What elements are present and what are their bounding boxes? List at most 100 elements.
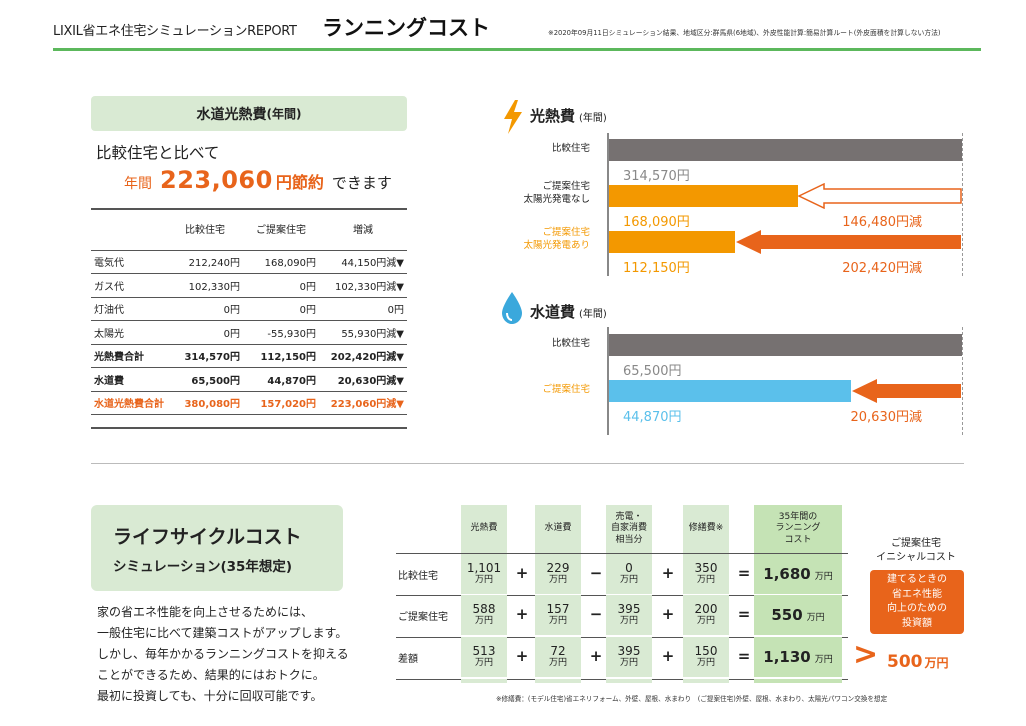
initial-cost-unit: 万円: [924, 656, 949, 670]
lcc-cell: 72 万円: [535, 637, 581, 677]
bar-label: ご提案住宅 太陽光発電あり: [523, 227, 590, 251]
saving-suffix: できます: [331, 174, 392, 192]
row-compare-value: 380,080円: [167, 391, 243, 415]
row-label: 水道費: [91, 367, 167, 392]
lcc-cell-unit: 万円: [619, 657, 638, 668]
simulation-note: ※2020年09月11日シミュレーション結果、地域区分:群馬県(6地域)、外皮性…: [548, 29, 941, 37]
table-header-row: 比較住宅 ご提案住宅 増減: [91, 208, 407, 251]
chart-axis: [607, 327, 609, 435]
section-divider: [91, 463, 964, 464]
table-bottom-border: [91, 427, 407, 429]
lcc-column-foot: [535, 679, 581, 683]
lcc-total-value: 1,680: [763, 565, 811, 583]
row-proposal-value: 44,870円: [243, 367, 319, 392]
lcc-row-label: 差額: [398, 654, 418, 665]
lcc-cell-unit: 万円: [548, 657, 567, 668]
row-label: 太陽光: [91, 320, 167, 345]
table-header-diff: 増減: [319, 208, 407, 251]
saving-amount: 223,060: [160, 166, 273, 194]
row-compare-value: 0円: [167, 320, 243, 345]
row-compare-value: 65,500円: [167, 367, 243, 392]
row-label: 電気代: [91, 250, 167, 274]
lcc-cell-unit: 万円: [474, 615, 493, 626]
lcc-cell-value: 157: [546, 602, 570, 617]
lcc-cell-unit: 万円: [474, 574, 493, 585]
lcc-column-foot: [754, 679, 842, 683]
bar: [609, 185, 798, 207]
lcc-cell: 350 万円: [683, 554, 729, 594]
row-proposal-value: 112,150円: [243, 344, 319, 368]
lcc-total-cell: 1,130 万円: [754, 637, 842, 677]
lcc-operator: +: [661, 647, 675, 665]
row-proposal-value: 168,090円: [243, 250, 319, 274]
lcc-cell-unit: 万円: [696, 615, 715, 626]
bar-label: 比較住宅: [551, 338, 590, 349]
bar-value: 314,570円: [623, 169, 690, 184]
reduction-value: 202,420円減: [842, 261, 922, 276]
lcc-cell: 395 万円: [606, 595, 652, 635]
lcc-title: ライフサイクルコスト: [113, 525, 302, 548]
lcc-cell-unit: 万円: [548, 615, 567, 626]
lcc-row-divider: [396, 553, 848, 554]
lcc-total-unit: 万円: [806, 613, 825, 623]
bar-value: 44,870円: [623, 410, 682, 425]
reduction-arrow: [798, 183, 962, 209]
lcc-total-value: 1,130: [763, 648, 811, 666]
initial-cost-box: 建てるときの 省エネ性能 向上のための 投資額: [870, 570, 964, 634]
lcc-total-cell: 550 万円: [754, 595, 842, 635]
lcc-operator: +: [515, 564, 529, 582]
row-proposal-value: 157,020円: [243, 391, 319, 415]
bar-label: ご提案住宅 太陽光発電なし: [523, 181, 590, 205]
lcc-column-foot: [606, 679, 652, 683]
bar-label: 比較住宅: [551, 143, 590, 154]
lcc-operator: +: [515, 605, 529, 623]
row-compare-value: 314,570円: [167, 344, 243, 368]
lcc-cell: 229 万円: [535, 554, 581, 594]
row-proposal-value: 0円: [243, 273, 319, 298]
table-row: 水道費 65,500円 44,870円 20,630円減▼: [91, 367, 407, 392]
row-label: 水道光熱費合計: [91, 391, 167, 415]
row-diff-value: 223,060円減▼: [319, 391, 407, 415]
lcc-cell-value: 72: [550, 644, 566, 659]
utility-section-title: 水道光熱費 (年間): [91, 96, 407, 131]
energy-title-text: 光熱費: [530, 107, 576, 125]
lcc-column-header: 売電・ 自家消費 相当分: [606, 505, 652, 553]
row-diff-value: 44,150円減▼: [319, 250, 407, 274]
lcc-cell-unit: 万円: [619, 615, 638, 626]
lcc-column-header: 修繕費※: [683, 505, 729, 553]
table-row: 水道光熱費合計 380,080円 157,020円 223,060円減▼: [91, 391, 407, 415]
lcc-cell-unit: 万円: [696, 574, 715, 585]
lcc-operator: +: [515, 647, 529, 665]
water-title-sub: (年間): [579, 309, 607, 320]
initial-cost-value: 500 万円: [887, 652, 949, 672]
row-diff-value: 20,630円減▼: [319, 367, 407, 392]
lcc-footnote: ※修繕費：(モデル住宅)省エネリフォーム、外壁、屋根、水まわり (ご提案住宅)外…: [496, 695, 888, 703]
utility-cost-table: 比較住宅 ご提案住宅 増減 電気代 212,240円 168,090円 44,150円…: [91, 208, 407, 415]
lcc-cell: 150 万円: [683, 637, 729, 677]
description-line: 一般住宅に比べて建築コストがアップします。: [97, 626, 348, 640]
lcc-section-title: ライフサイクルコスト シミュレーション(35年想定): [91, 505, 343, 591]
bar: [609, 334, 962, 356]
lcc-cell-value: 200: [694, 602, 718, 617]
row-compare-value: 0円: [167, 297, 243, 321]
reduction-arrow: [736, 230, 961, 254]
bar-value: 112,150円: [623, 261, 690, 276]
lcc-cell: 200 万円: [683, 595, 729, 635]
lcc-cell: 513 万円: [461, 637, 507, 677]
reduction-value: 146,480円減: [842, 215, 922, 230]
lcc-cell: 0 万円: [606, 554, 652, 594]
bar: [609, 231, 735, 253]
page-title: ランニングコスト: [322, 16, 490, 40]
bar-value: 65,500円: [623, 364, 682, 379]
lcc-cell: 588 万円: [461, 595, 507, 635]
chart-axis: [607, 133, 609, 276]
lcc-total-value: 550: [771, 606, 803, 624]
table-header-compare: 比較住宅: [167, 208, 243, 251]
table-row: 灯油代 0円 0円 0円: [91, 297, 407, 321]
saving-unit: 円節約: [275, 173, 324, 192]
lcc-cell-unit: 万円: [619, 574, 638, 585]
lcc-operator: +: [661, 605, 675, 623]
lcc-subtitle: シミュレーション(35年想定): [113, 558, 293, 575]
description-line: しかし、毎年かかるランニングコストを抑える: [97, 647, 349, 661]
initial-cost-number: 500: [887, 652, 923, 672]
